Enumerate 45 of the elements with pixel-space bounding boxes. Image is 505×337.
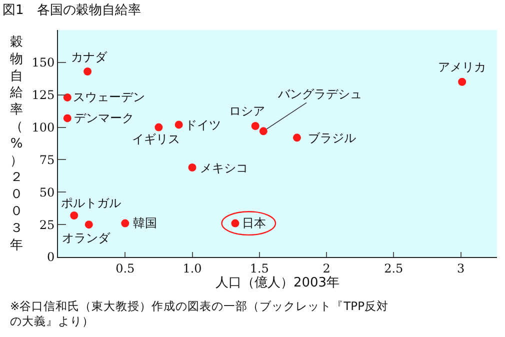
y-tick-label: 125: [32, 88, 55, 102]
y-tick-label: 75: [39, 152, 55, 167]
point: [70, 211, 78, 220]
annotation: ロシア: [229, 104, 265, 118]
annotation: スウェーデン: [73, 90, 145, 104]
x-tick-label: 1.0: [182, 261, 202, 276]
point: [259, 127, 268, 136]
y-tick-label: 25: [39, 218, 55, 232]
y-tick-label: 50: [39, 185, 55, 200]
point: [458, 78, 466, 86]
x-tick-label: 0.5: [116, 261, 135, 276]
point: [251, 122, 260, 130]
x-tick-label: 2: [322, 261, 330, 276]
annotation: メキシコ: [200, 161, 248, 175]
y-tick-label: 100: [32, 120, 55, 134]
text: ※谷口信和氏（東大教授）作成の図表の一部（ブックレット『TPP反対の大義』より）: [10, 299, 389, 328]
point: [84, 220, 93, 229]
annotation: アメリカ: [438, 60, 486, 74]
point: [292, 134, 301, 142]
annotation: 日本: [242, 216, 266, 230]
point: [174, 120, 183, 129]
annotation: イギリス: [132, 132, 180, 146]
y-tick-label: 0: [46, 250, 55, 264]
text: 穀物自給率（%）２００３年: [10, 35, 23, 253]
point: [188, 164, 196, 172]
annotation: ポルトガル: [61, 196, 121, 210]
annotation: ブラジル: [308, 131, 356, 145]
annotation: ドイツ: [185, 118, 221, 132]
annotation: バングラデシュ: [277, 87, 362, 101]
point: [121, 219, 130, 228]
point: [231, 219, 240, 228]
y-tick-label: 150: [32, 56, 55, 70]
annotation: カナダ: [71, 50, 108, 64]
chart-title: 図1 各国の穀物自給率: [2, 2, 141, 18]
annotation: オランダ: [62, 231, 111, 245]
x-tick-label: 2.5: [384, 261, 404, 276]
point: [84, 68, 92, 76]
annotation: 韓国: [133, 216, 157, 230]
x-tick-label: 3: [456, 261, 465, 276]
annotation: デンマーク: [74, 111, 134, 125]
point: [63, 93, 72, 102]
x-tick-label: 1.5: [250, 261, 269, 276]
x-axis-title: 人口（億人）2003年: [215, 275, 340, 290]
point: [63, 114, 72, 122]
point: [154, 123, 163, 132]
